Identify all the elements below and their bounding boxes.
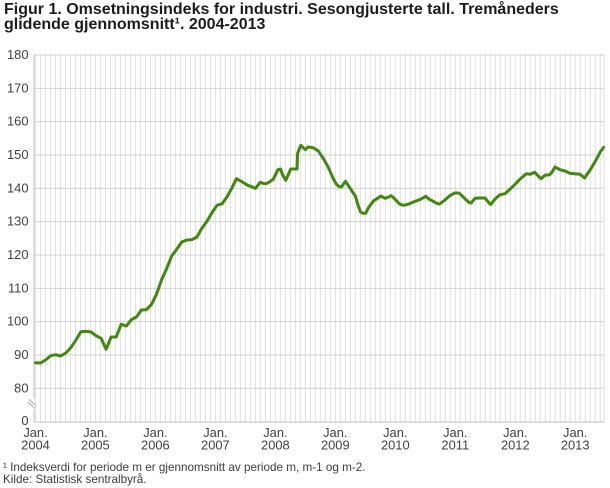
svg-text:130: 130: [7, 214, 29, 229]
svg-text:120: 120: [7, 247, 29, 262]
svg-text:Jan.: Jan.: [503, 425, 527, 440]
svg-text:2005: 2005: [81, 438, 110, 453]
svg-text:110: 110: [8, 280, 29, 295]
svg-text:2011: 2011: [441, 438, 469, 453]
svg-text:100: 100: [7, 314, 29, 329]
svg-text:80: 80: [14, 380, 28, 395]
svg-text:2006: 2006: [141, 438, 170, 453]
svg-text:Jan.: Jan.: [203, 425, 227, 440]
svg-text:90: 90: [14, 347, 28, 362]
svg-text:Jan.: Jan.: [83, 425, 107, 440]
svg-text:Jan.: Jan.: [23, 425, 47, 440]
svg-text:Jan.: Jan.: [143, 425, 167, 440]
svg-text:2012: 2012: [501, 438, 530, 453]
svg-text:180: 180: [7, 47, 29, 62]
svg-text:170: 170: [7, 80, 29, 95]
svg-text:0: 0: [21, 413, 28, 428]
svg-text:Jan.: Jan.: [383, 425, 407, 440]
svg-text:150: 150: [7, 147, 29, 162]
svg-text:Jan.: Jan.: [323, 425, 347, 440]
svg-text:2013: 2013: [561, 438, 590, 453]
svg-text:2010: 2010: [381, 438, 410, 453]
svg-text:Jan.: Jan.: [563, 425, 587, 440]
svg-text:2004: 2004: [21, 438, 50, 453]
svg-text:Jan.: Jan.: [443, 425, 467, 440]
svg-text:2007: 2007: [201, 438, 230, 453]
svg-text:160: 160: [7, 114, 29, 129]
svg-text:140: 140: [7, 180, 29, 195]
svg-text:Jan.: Jan.: [263, 425, 287, 440]
svg-text:2009: 2009: [321, 438, 350, 453]
svg-text:2008: 2008: [261, 438, 290, 453]
